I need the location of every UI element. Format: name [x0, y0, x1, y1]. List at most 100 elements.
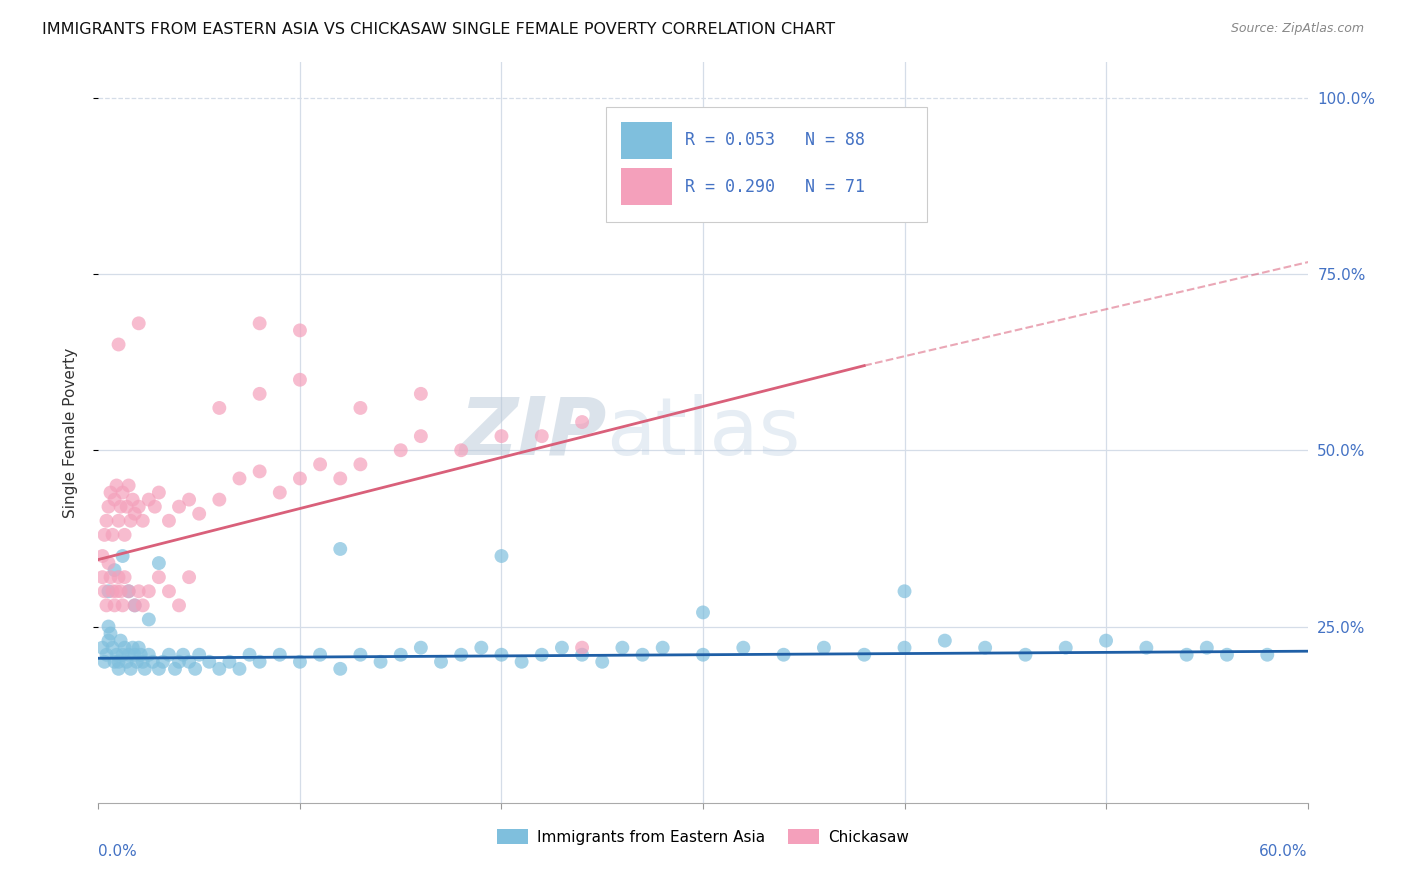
- Point: [218, 655, 240, 669]
- Point: [208, 401, 231, 415]
- Point: [491, 429, 513, 443]
- Point: [91, 570, 114, 584]
- Point: [118, 478, 141, 492]
- Point: [105, 478, 128, 492]
- Point: [167, 599, 190, 613]
- Point: [128, 584, 150, 599]
- Point: [121, 492, 143, 507]
- Point: [101, 528, 124, 542]
- Point: [288, 323, 311, 337]
- Text: 60.0%: 60.0%: [1260, 844, 1308, 858]
- Point: [110, 500, 132, 514]
- Point: [530, 429, 553, 443]
- Point: [118, 584, 141, 599]
- Point: [329, 541, 352, 556]
- Point: [100, 485, 122, 500]
- Point: [692, 648, 714, 662]
- Point: [1135, 640, 1157, 655]
- Point: [309, 648, 332, 662]
- Text: R = 0.053   N = 88: R = 0.053 N = 88: [685, 131, 865, 149]
- Y-axis label: Single Female Poverty: Single Female Poverty: [63, 348, 77, 517]
- Point: [269, 648, 291, 662]
- Point: [114, 570, 136, 584]
- Point: [148, 556, 170, 570]
- Point: [409, 387, 432, 401]
- Point: [349, 648, 371, 662]
- Point: [198, 655, 221, 669]
- Point: [349, 401, 371, 415]
- Point: [115, 500, 138, 514]
- Point: [974, 640, 997, 655]
- Point: [1014, 648, 1036, 662]
- Point: [934, 633, 956, 648]
- Point: [389, 648, 412, 662]
- Point: [208, 492, 231, 507]
- Point: [409, 429, 432, 443]
- Point: [107, 570, 129, 584]
- Point: [100, 570, 122, 584]
- Bar: [621, 169, 672, 205]
- Point: [101, 584, 124, 599]
- Point: [853, 648, 876, 662]
- Point: [249, 655, 271, 669]
- Point: [118, 584, 141, 599]
- Point: [269, 485, 291, 500]
- Point: [288, 655, 311, 669]
- Point: [115, 655, 138, 669]
- Point: [184, 662, 207, 676]
- Point: [179, 570, 201, 584]
- Point: [551, 640, 574, 655]
- Point: [692, 606, 714, 620]
- Point: [124, 599, 146, 613]
- Point: [208, 662, 231, 676]
- Point: [125, 655, 148, 669]
- Point: [143, 500, 166, 514]
- FancyBboxPatch shape: [606, 107, 927, 221]
- Point: [138, 612, 160, 626]
- Point: [1095, 633, 1118, 648]
- Point: [157, 514, 180, 528]
- Point: [96, 648, 118, 662]
- Point: [389, 443, 412, 458]
- Point: [134, 662, 156, 676]
- Point: [128, 640, 150, 655]
- Point: [132, 599, 155, 613]
- Point: [97, 619, 120, 633]
- Point: [97, 556, 120, 570]
- Point: [120, 514, 142, 528]
- Point: [651, 640, 673, 655]
- Point: [470, 640, 492, 655]
- Point: [409, 640, 432, 655]
- Point: [179, 655, 201, 669]
- Point: [118, 648, 141, 662]
- Text: IMMIGRANTS FROM EASTERN ASIA VS CHICKASAW SINGLE FEMALE POVERTY CORRELATION CHAR: IMMIGRANTS FROM EASTERN ASIA VS CHICKASA…: [42, 22, 835, 37]
- Point: [124, 599, 146, 613]
- Point: [1195, 640, 1218, 655]
- Point: [1216, 648, 1239, 662]
- Point: [142, 655, 165, 669]
- Point: [97, 500, 120, 514]
- Point: [1175, 648, 1198, 662]
- Point: [96, 514, 118, 528]
- Point: [228, 471, 250, 485]
- Point: [132, 655, 155, 669]
- Point: [129, 648, 152, 662]
- Point: [110, 584, 132, 599]
- Point: [370, 655, 392, 669]
- Point: [631, 648, 654, 662]
- Text: 0.0%: 0.0%: [98, 844, 138, 858]
- Point: [152, 655, 174, 669]
- Point: [132, 514, 155, 528]
- Point: [1054, 640, 1077, 655]
- Point: [571, 640, 593, 655]
- Point: [167, 655, 190, 669]
- Point: [148, 485, 170, 500]
- Point: [101, 640, 124, 655]
- Point: [288, 373, 311, 387]
- Point: [128, 316, 150, 330]
- Point: [157, 584, 180, 599]
- Point: [239, 648, 262, 662]
- Point: [249, 464, 271, 478]
- Legend: Immigrants from Eastern Asia, Chickasaw: Immigrants from Eastern Asia, Chickasaw: [491, 822, 915, 851]
- Text: ZIP: ZIP: [458, 393, 606, 472]
